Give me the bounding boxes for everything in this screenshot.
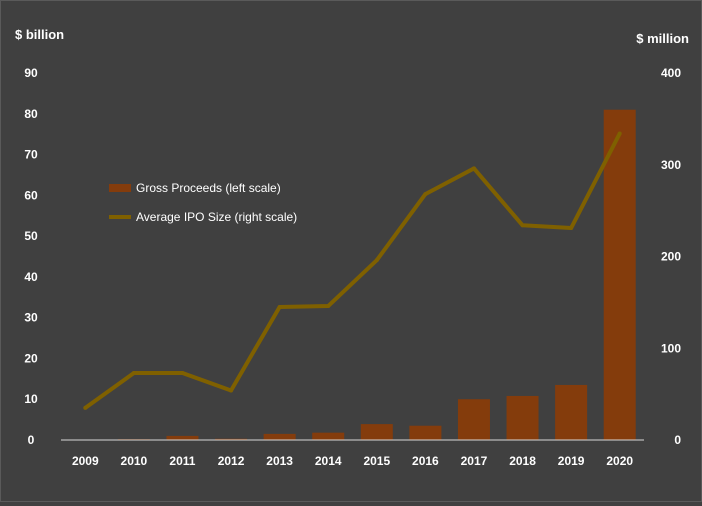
left-axis-tick-label: 50 [24, 229, 38, 243]
x-axis-tick-label: 2015 [363, 454, 390, 468]
x-axis-tick-label: 2017 [461, 454, 488, 468]
line-point [472, 166, 476, 170]
left-axis-tick-label: 40 [24, 270, 38, 284]
x-axis-tick-label: 2020 [606, 454, 633, 468]
line-point [423, 192, 427, 196]
legend-label-average-ipo-size: Average IPO Size (right scale) [136, 210, 297, 224]
legend-swatch-gross-proceeds [109, 184, 131, 192]
bar [555, 385, 587, 440]
line-point [180, 371, 184, 375]
x-axis-tick-label: 2018 [509, 454, 536, 468]
line-path [85, 134, 619, 408]
bar [166, 436, 198, 440]
legend: Gross Proceeds (left scale) Average IPO … [109, 181, 297, 224]
x-axis-tick-label: 2011 [169, 454, 195, 468]
line-point [326, 304, 330, 308]
right-axis-tick-label: 400 [661, 66, 681, 80]
left-axis-tick-label: 30 [24, 311, 38, 325]
line-series [83, 132, 621, 410]
right-axis-tick-label: 300 [661, 158, 681, 172]
x-axis-tick-label: 2009 [72, 454, 99, 468]
bar [361, 424, 393, 440]
bar-series [69, 110, 635, 440]
left-axis-tick-label: 10 [24, 392, 38, 406]
x-axis-tick-label: 2010 [121, 454, 148, 468]
right-axis-unit-label: $ million [636, 31, 689, 46]
line-point [83, 406, 87, 410]
line-point [132, 371, 136, 375]
legend-label-gross-proceeds: Gross Proceeds (left scale) [136, 181, 281, 195]
right-axis-tick-label: 0 [674, 433, 681, 447]
x-axis-ticks: 2009 2010 2011 2012 2013 2014 2015 2016 2017 2018… [72, 454, 633, 468]
left-axis-tick-label: 0 [28, 433, 35, 447]
x-axis-tick-label: 2016 [412, 454, 439, 468]
left-axis-tick-label: 20 [24, 351, 38, 365]
left-axis-tick-label: 90 [24, 66, 38, 80]
left-axis-tick-label: 60 [24, 188, 38, 202]
left-axis-unit-label: $ billion [15, 27, 64, 42]
right-axis-tick-label: 200 [661, 250, 681, 264]
x-axis-tick-label: 2013 [266, 454, 293, 468]
bar [264, 434, 296, 440]
line-point [278, 305, 282, 309]
bar [409, 426, 441, 440]
line-point [618, 132, 622, 136]
line-point [521, 223, 525, 227]
x-axis-tick-label: 2012 [218, 454, 245, 468]
left-axis-tick-label: 70 [24, 148, 38, 162]
bar [507, 396, 539, 440]
line-point [569, 226, 573, 230]
x-axis-tick-label: 2019 [558, 454, 585, 468]
right-axis-tick-label: 100 [661, 341, 681, 355]
right-axis-ticks: 0 100 200 300 400 [661, 66, 681, 447]
x-axis-tick-label: 2014 [315, 454, 342, 468]
line-point [229, 388, 233, 392]
left-axis-tick-label: 80 [24, 107, 38, 121]
line-point [375, 258, 379, 262]
left-axis-ticks: 0 10 20 30 40 50 60 70 80 90 [24, 66, 38, 447]
bar [312, 433, 344, 440]
bar [458, 399, 490, 440]
